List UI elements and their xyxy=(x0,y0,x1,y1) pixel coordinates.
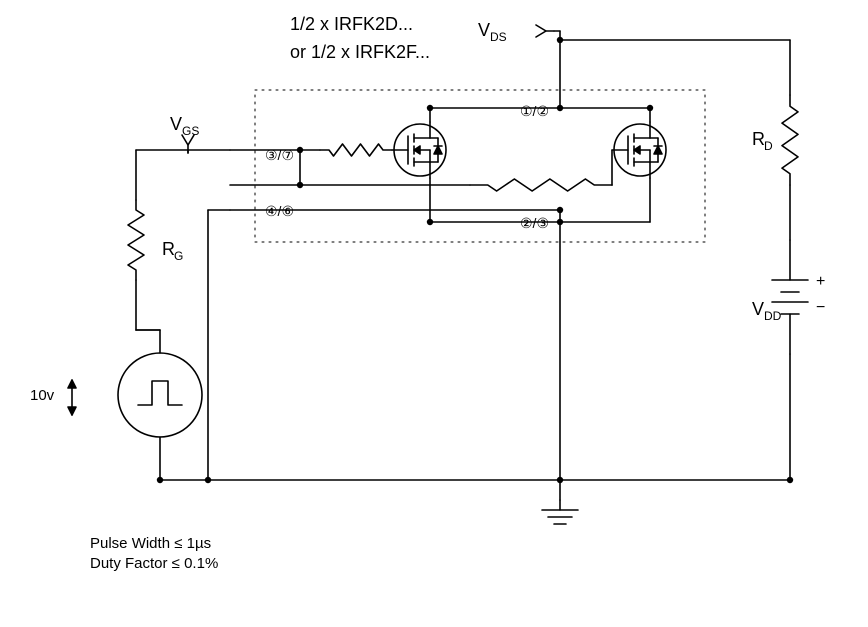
label-10v: 10v xyxy=(30,387,55,404)
svg-text:V: V xyxy=(478,20,490,40)
label-pin-3-7: ③/⑦ xyxy=(265,147,294,163)
label-vds: VDS xyxy=(478,20,507,44)
label-pin-4-6: ④/⑥ xyxy=(265,203,294,219)
svg-text:GS: GS xyxy=(182,124,199,138)
svg-text:DD: DD xyxy=(764,309,782,323)
title-line-2: or 1/2 x IRFK2F... xyxy=(290,42,430,62)
svg-text:DS: DS xyxy=(490,30,507,44)
label-vgs: VGS xyxy=(170,114,199,138)
title-line-1: 1/2 x IRFK2D... xyxy=(290,14,413,34)
label-pin-1-2: ①/② xyxy=(520,103,549,119)
label-pin-2-3: ②/③ xyxy=(520,215,549,231)
svg-text:D: D xyxy=(764,139,773,153)
label-duty-factor: Duty Factor ≤ 0.1% xyxy=(90,555,218,572)
label-rd: RD xyxy=(752,129,773,153)
battery-plus: + xyxy=(816,273,825,290)
label-rg: RG xyxy=(162,239,183,263)
svg-text:V: V xyxy=(752,299,764,319)
module-box xyxy=(255,90,705,242)
svg-text:G: G xyxy=(174,249,183,263)
battery-minus: − xyxy=(816,299,825,316)
label-pulse-width: Pulse Width ≤ 1µs xyxy=(90,535,211,552)
svg-text:V: V xyxy=(170,114,182,134)
